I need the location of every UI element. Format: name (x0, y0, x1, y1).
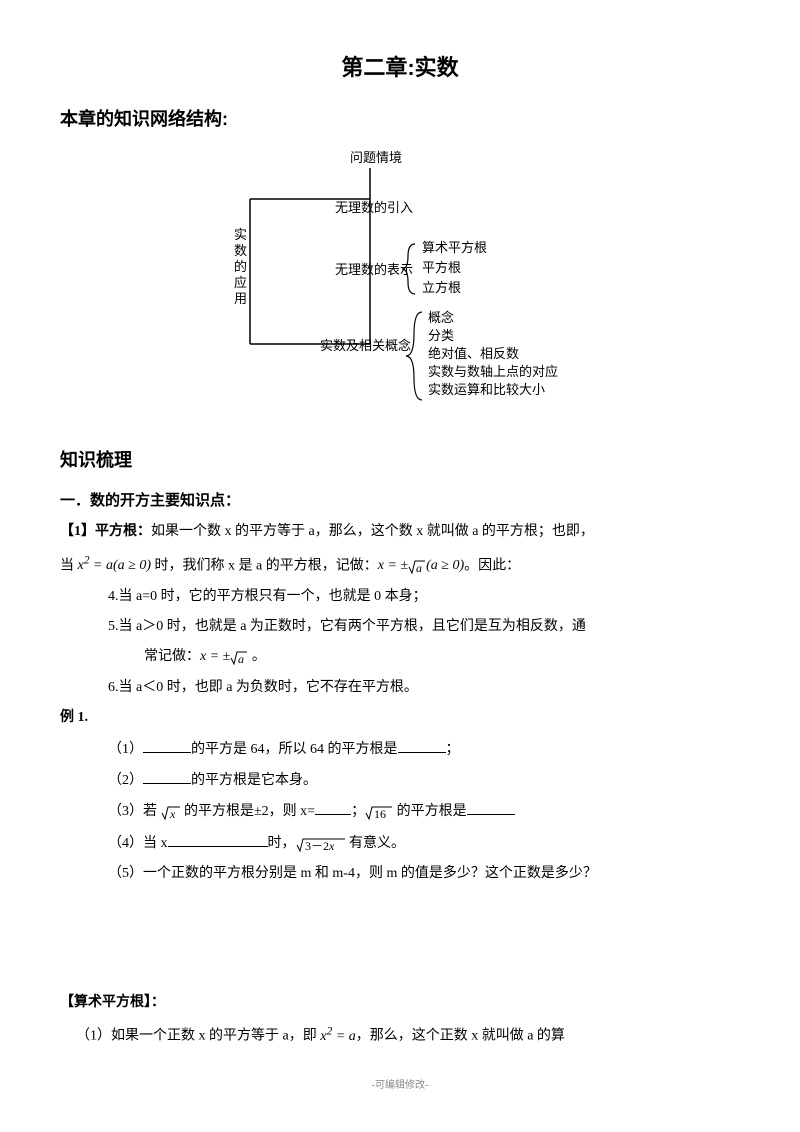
sspg-body: （1）如果一个正数 x 的平方等于 a，即 x2 = a，那么，这个正数 x 就… (76, 1022, 740, 1048)
sqrt-3minus2x-icon: 3－2x (296, 835, 346, 853)
blank-input[interactable] (143, 738, 191, 753)
sspg-eq: x2 = a (320, 1029, 356, 1044)
ex1-q2: （2）的平方根是它本身。 (108, 769, 740, 792)
ex1-q3: （3）若 x 的平方根是±2，则 x=；16 的平方根是 (108, 800, 740, 823)
pfg-item5: 5.当 a＞0 时，也就是 a 为正数时，它有两个平方根，且它们是互为相反数，通 (108, 616, 740, 638)
sqrt-x-icon: x (161, 803, 181, 821)
diagram-row3-item1: 分类 (428, 328, 454, 343)
ex1-q1: （1）的平方是 64，所以 64 的平方根是； (108, 738, 740, 761)
pfg-eq1: x2 = a(a ≥ 0) (78, 558, 152, 573)
svg-text:16: 16 (374, 807, 386, 821)
pfg-t2-end: 。因此： (464, 558, 520, 573)
diagram-row3-item4: 实数运算和比较大小 (428, 382, 545, 397)
diagram-row1: 无理数的引入 (335, 200, 413, 215)
pfg-item4: 4.当 a=0 时，它的平方根只有一个，也就是 0 本身； (108, 586, 740, 608)
diagram-row3-item3: 实数与数轴上点的对应 (428, 364, 558, 379)
diagram-row2-item1: 平方根 (422, 260, 461, 275)
diagram-row2: 无理数的表示 (335, 262, 413, 277)
sspg-title: 【算术平方根】： (60, 992, 740, 1014)
blank-input[interactable] (398, 738, 446, 753)
pfg-title-prefix: 【1】平方根： (60, 524, 151, 539)
subsection-roots: 一．数的开方主要知识点： (60, 489, 740, 513)
knowledge-diagram: 问题情境 无理数的引入 实 数 的 应 用 无理数的表示 算术平方根 平方根 立… (190, 144, 610, 432)
spacer (60, 894, 740, 984)
diagram-left-2: 的 (234, 259, 247, 274)
pfg-eq2: x = ±a(a ≥ 0) (378, 558, 464, 573)
pfg-line2: 当 x2 = a(a ≥ 0) 时，我们称 x 是 a 的平方根，记做：x = … (60, 552, 740, 578)
diagram-row3-item0: 概念 (428, 310, 454, 325)
blank-input[interactable] (315, 800, 351, 815)
svg-text:a: a (238, 652, 244, 666)
diagram-left-1: 数 (234, 243, 247, 258)
pfg-t2-pre: 当 (60, 558, 78, 573)
blank-input[interactable] (143, 769, 191, 784)
chapter-title: 第二章:实数 (60, 50, 740, 85)
pfg-item5-cont: 常记做：x = ±a 。 (144, 646, 740, 668)
ex1-q4: （4）当 x时，3－2x 有意义。 (108, 832, 740, 855)
svg-text:x: x (169, 807, 176, 821)
pfg-eq3: x = ±a (200, 649, 248, 664)
diagram-row3-item2: 绝对值、相反数 (428, 346, 519, 361)
sqrt-16-icon: 16 (365, 803, 393, 821)
diagram-top: 问题情境 (350, 150, 402, 165)
diagram-row3: 实数及相关概念 (320, 338, 411, 353)
ex1-q5: （5）一个正数的平方根分别是 m 和 m-4，则 m 的值是多少？这个正数是多少… (108, 863, 740, 885)
svg-text:a: a (416, 561, 422, 575)
pfg-item6: 6.当 a＜0 时，也即 a 为负数时，它不存在平方根。 (108, 677, 740, 699)
diagram-left-0: 实 (234, 227, 247, 242)
diagram-left-4: 用 (234, 291, 247, 306)
diagram-row2-item0: 算术平方根 (422, 240, 487, 255)
blank-input[interactable] (168, 832, 268, 847)
pfg-title-body1: 如果一个数 x 的平方等于 a，那么，这个数 x 就叫做 a 的平方根；也即， (151, 524, 594, 539)
section-knowledge-title: 知识梳理 (60, 446, 740, 475)
section-network-title: 本章的知识网络结构: (60, 105, 740, 134)
svg-text:3－2x: 3－2x (305, 839, 335, 853)
pfg-title: 【1】平方根：如果一个数 x 的平方等于 a，那么，这个数 x 就叫做 a 的平… (60, 521, 740, 543)
example1-title: 例 1. (60, 707, 740, 729)
blank-input[interactable] (467, 800, 515, 815)
pfg-t2-mid: 时，我们称 x 是 a 的平方根，记做： (151, 558, 378, 573)
page: 第二章:实数 本章的知识网络结构: 问题情境 无理数的引入 实 数 的 应 用 … (0, 0, 800, 1114)
diagram-left-3: 应 (234, 275, 247, 290)
page-footer: -可编辑修改- (60, 1078, 740, 1094)
diagram-row2-item2: 立方根 (422, 280, 461, 295)
